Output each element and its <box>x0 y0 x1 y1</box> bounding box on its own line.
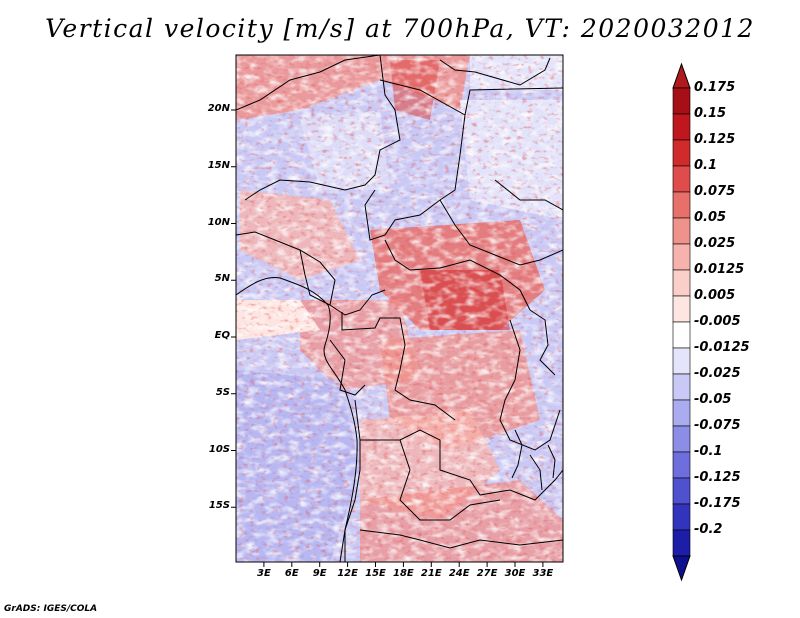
colorbar-max-arrow <box>672 62 691 89</box>
colorbar-label: -0.175 <box>694 496 741 511</box>
colorbar-swatch <box>672 503 691 531</box>
colorbar-label: -0.075 <box>694 418 741 433</box>
colorbar-label: -0.025 <box>694 366 741 381</box>
colorbar-min-arrow <box>672 555 691 582</box>
colorbar <box>672 62 691 582</box>
colorbar-label: 0.0125 <box>694 262 745 277</box>
lon-label: 12E <box>337 568 358 579</box>
colorbar-label: 0.15 <box>694 106 727 121</box>
colorbar-label: 0.175 <box>694 80 736 95</box>
longitude-ticks <box>263 562 544 567</box>
lon-label: 15E <box>365 568 386 579</box>
grads-credit: GrADS: IGES/COLA <box>4 604 98 614</box>
colorbar-label: -0.1 <box>694 444 723 459</box>
lon-label: 21E <box>420 568 442 579</box>
latitude-ticks <box>231 109 236 508</box>
colorbar-swatch <box>672 217 691 245</box>
map-frame <box>235 54 564 563</box>
colorbar-swatch <box>672 529 691 557</box>
colorbar-swatch <box>672 477 691 505</box>
lat-label: 5N <box>214 273 230 285</box>
colorbar-label: -0.0125 <box>694 340 750 355</box>
colorbar-swatch <box>672 139 691 167</box>
colorbar-swatch <box>672 399 691 427</box>
colorbar-label: -0.05 <box>694 392 732 407</box>
lon-label: 18E <box>393 568 414 579</box>
lon-label: 30E <box>504 568 526 579</box>
colorbar-swatch <box>672 243 691 271</box>
colorbar-label: 0.005 <box>694 288 736 303</box>
colorbar-label: -0.005 <box>694 314 741 329</box>
colorbar-swatch <box>672 373 691 401</box>
lon-label: 27E <box>476 568 498 579</box>
colorbar-swatch <box>672 347 691 375</box>
map-title: Vertical velocity [m/s] at 700hPa, VT: 2… <box>45 14 755 43</box>
colorbar-swatch <box>672 451 691 479</box>
colorbar-swatch <box>672 295 691 323</box>
lon-label: 33E <box>532 568 554 579</box>
colorbar-label: 0.075 <box>694 184 736 199</box>
country-borders <box>236 55 563 562</box>
lon-label: 24E <box>448 568 470 579</box>
lat-label: 10N <box>207 216 230 228</box>
lat-label: EQ <box>214 330 230 341</box>
colorbar-label: -0.2 <box>694 522 723 537</box>
colorbar-swatch <box>672 425 691 453</box>
colorbar-label: -0.125 <box>694 470 741 485</box>
colorbar-swatch <box>672 269 691 297</box>
velocity-field <box>236 55 563 562</box>
lon-label: 9E <box>312 568 327 579</box>
colorbar-label: 0.125 <box>694 132 736 147</box>
colorbar-swatch <box>672 87 691 115</box>
colorbar-label: 0.1 <box>694 158 718 173</box>
colorbar-label: 0.025 <box>694 236 736 251</box>
lon-label: 6E <box>284 568 299 579</box>
colorbar-swatch <box>672 191 691 219</box>
colorbar-swatch <box>672 321 691 349</box>
lat-label: 15S <box>208 500 230 512</box>
colorbar-swatch <box>672 113 691 141</box>
colorbar-label: 0.05 <box>694 210 727 225</box>
lat-label: 20N <box>207 103 230 114</box>
lon-label: 3E <box>256 568 271 579</box>
lat-label: 5S <box>215 386 230 398</box>
lat-label: 15N <box>207 159 230 171</box>
colorbar-swatch <box>672 165 691 193</box>
lat-label: 10S <box>208 443 230 455</box>
